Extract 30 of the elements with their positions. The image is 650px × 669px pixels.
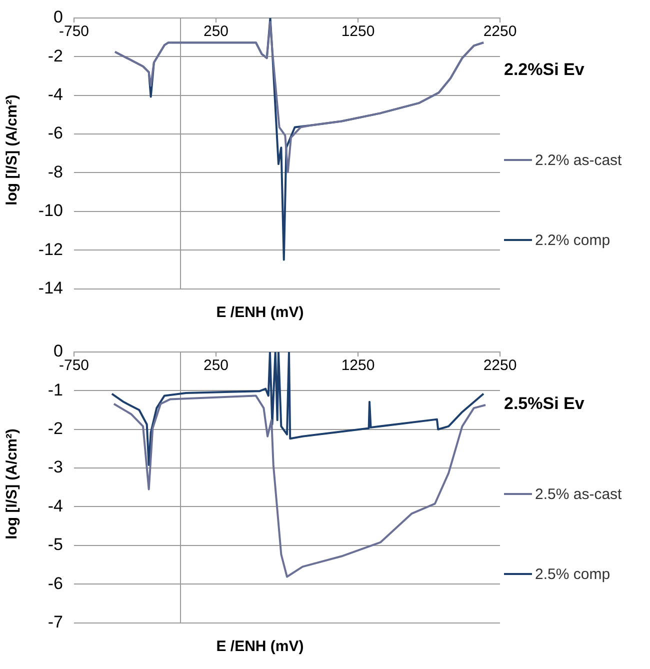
x-tick-label: 2250 (483, 357, 517, 374)
legend-title: 2.2%Si Ev (504, 60, 586, 80)
legend-label: 2.5% as-cast (535, 486, 622, 502)
x-tick-label: 1250 (341, 357, 375, 374)
legend-label: 2.2% as-cast (535, 152, 622, 168)
x-axis-title: E /ENH (mV) (215, 638, 305, 655)
y-tick-label: -6 (48, 124, 63, 143)
y-tick-label: -10 (38, 201, 63, 220)
x-tick-label: 250 (203, 357, 229, 374)
legend-label: 2.2% comp (535, 232, 610, 248)
y-axis-title: log [I/S] (A/cm²) (4, 94, 20, 206)
x-tick-label: 2250 (483, 23, 517, 40)
x-tick-label: 250 (203, 23, 229, 40)
y-tick-label: -12 (38, 240, 63, 259)
y-tick-label: -1 (48, 380, 63, 400)
y-tick-label: -6 (48, 574, 63, 593)
legend-title: 2.5%Si Ev (504, 394, 586, 414)
y-tick-label: -4 (48, 85, 63, 104)
y-tick-label: -4 (48, 496, 63, 516)
y-tick-label: -2 (48, 46, 63, 66)
legend-label: 2.5% comp (535, 566, 610, 582)
x-axis-title: E /ENH (mV) (215, 304, 305, 321)
y-tick-label: -14 (38, 278, 63, 298)
y-axis-title: log [I/S] (A/cm²) (4, 428, 20, 540)
y-tick-label: -7 (48, 612, 63, 632)
y-tick-label: -2 (48, 419, 63, 438)
y-tick-label: -3 (48, 458, 63, 477)
y-tick-label: -5 (48, 535, 63, 554)
y-tick-label: -8 (48, 162, 63, 182)
x-tick-label: 1250 (341, 23, 375, 40)
